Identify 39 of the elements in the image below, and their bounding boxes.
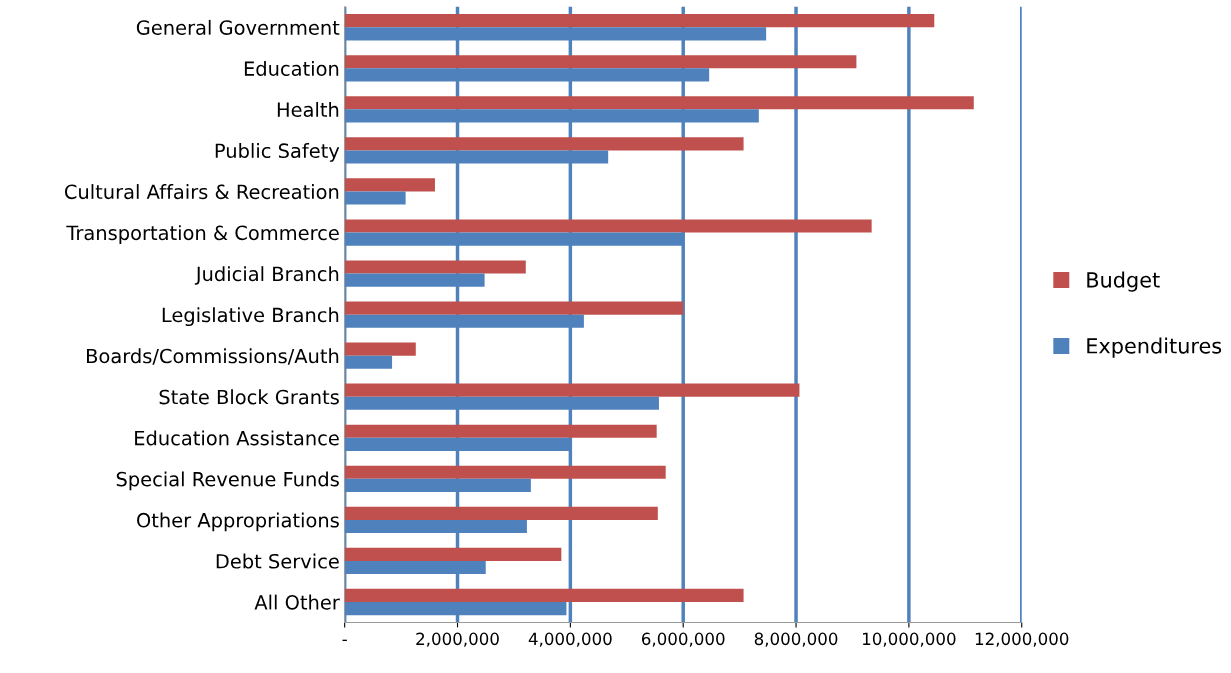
- legend-label: Budget: [1087, 271, 1160, 292]
- x-tick-label: 2,000,000: [416, 632, 499, 647]
- bar: [344, 588, 744, 602]
- y-tick-label: State Block Grants: [159, 389, 339, 405]
- y-tick-label: Cultural Affairs & Recreation: [64, 184, 339, 200]
- bar: [344, 96, 974, 110]
- bar: [344, 342, 416, 356]
- y-tick-label: Debt Service: [216, 553, 339, 569]
- bar: [344, 178, 435, 192]
- y-tick-label: Public Safety: [215, 143, 340, 162]
- bar: [344, 465, 666, 479]
- y-tick-label: Other Appropriations: [137, 512, 339, 532]
- x-tick-label: 4,000,000: [528, 632, 612, 647]
- bar: [344, 14, 935, 28]
- bar: [344, 547, 562, 561]
- y-tick-label: Special Revenue Funds: [116, 471, 339, 491]
- y-tick-label: Judicial Branch: [194, 266, 339, 285]
- bar: [344, 424, 657, 438]
- bar: [344, 383, 800, 397]
- bar: [344, 506, 658, 520]
- y-tick-label: Education Assistance: [135, 430, 339, 446]
- y-tick-label: Health: [277, 101, 339, 118]
- y-tick-label: All Other: [254, 594, 340, 610]
- y-tick-label: Transportation & Commerce: [66, 225, 339, 244]
- bar: [344, 219, 872, 233]
- y-tick-label: Education: [244, 60, 339, 76]
- y-tick-label: General Government: [136, 19, 340, 35]
- bar: [344, 137, 744, 151]
- legend-label: Expenditures: [1087, 337, 1222, 358]
- x-tick-label: 10,000,000: [863, 632, 956, 647]
- bar: [344, 55, 857, 69]
- bar: [344, 301, 684, 315]
- x-tick-label: 6,000,000: [641, 632, 725, 647]
- x-tick-label: 12,000,000: [975, 632, 1069, 647]
- x-tick-label: -: [342, 639, 347, 642]
- y-tick-label: Legislative Branch: [162, 307, 339, 327]
- x-tick-label: 8,000,000: [754, 632, 838, 647]
- y-tick-label: Boards/Commissions/Auth: [87, 348, 339, 365]
- bar: [344, 260, 526, 274]
